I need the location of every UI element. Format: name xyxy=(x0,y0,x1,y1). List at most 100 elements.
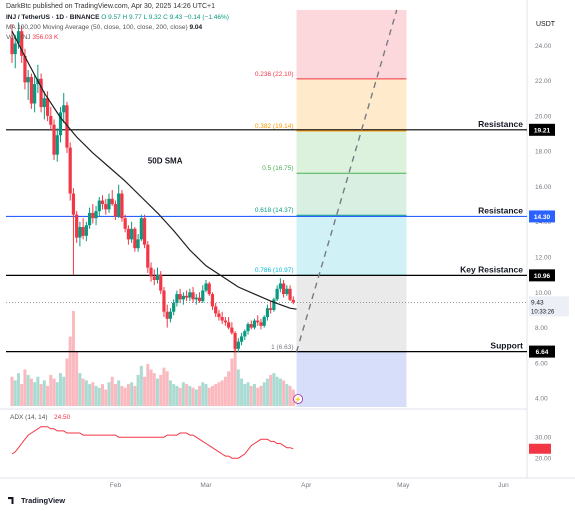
volume-bar xyxy=(178,387,182,406)
candle-body xyxy=(233,332,237,349)
volume-bar xyxy=(46,385,50,406)
key-level-tag-text: 10.96 xyxy=(534,273,551,280)
candle-body xyxy=(159,274,163,291)
candle-body xyxy=(188,292,192,298)
volume-bar xyxy=(123,387,127,406)
volume-bar xyxy=(13,380,17,406)
ma-label: MA 100,200 Moving Average (50, close, 10… xyxy=(6,24,188,31)
adx-value-tag xyxy=(529,443,551,454)
ma-value: 9.04 xyxy=(189,24,203,31)
flash-icon-glyph: ⚡ xyxy=(294,396,301,404)
volume-bar xyxy=(97,387,101,406)
volume-bar xyxy=(33,382,37,406)
volume-bar xyxy=(107,382,111,406)
key-level-tag-text: 19.21 xyxy=(534,127,551,134)
candle-body xyxy=(217,313,221,318)
key-level-label: Resistance xyxy=(478,119,523,129)
adx-value: 24.50 xyxy=(54,414,71,421)
fib-zone xyxy=(296,78,407,132)
x-tick-label: Feb xyxy=(110,482,122,489)
candle-body xyxy=(71,193,76,215)
y-tick-label: 16.00 xyxy=(535,184,552,191)
candle-body xyxy=(152,276,156,280)
vol-legend[interactable]: Vol · INJ 356.03 K xyxy=(6,34,58,41)
symbol-legend[interactable]: INJ / TetherUS · 1D · BINANCE O 9.57 H 9… xyxy=(6,14,229,21)
volume-bar xyxy=(84,380,88,406)
candle-body xyxy=(42,98,46,108)
projection-dashed-line xyxy=(295,9,398,352)
candle-body xyxy=(146,244,150,268)
volume-bar xyxy=(278,378,282,406)
volume-bar xyxy=(159,374,163,406)
candle-body xyxy=(210,294,215,307)
countdown-text: 10:33:26 xyxy=(531,309,555,315)
y-tick-label: 24.00 xyxy=(535,43,552,50)
volume-bar xyxy=(136,374,140,406)
volume-bar xyxy=(243,384,247,406)
volume-bar xyxy=(88,384,92,406)
volume-bar xyxy=(49,374,53,406)
candle-body xyxy=(123,218,127,229)
vol-value: 356.03 K xyxy=(32,34,59,41)
volume-bar xyxy=(288,385,292,406)
fib-zone xyxy=(296,215,407,276)
candle-body xyxy=(130,228,134,240)
candle-body xyxy=(246,324,250,332)
candle-body xyxy=(185,295,189,298)
fib-zone xyxy=(296,131,407,174)
sma-label: 50D SMA xyxy=(148,157,183,166)
volume-bar xyxy=(220,380,224,406)
candle-body xyxy=(88,212,92,226)
volume-bar xyxy=(120,385,124,406)
ma-legend[interactable]: MA 100,200 Moving Average (50, close, 10… xyxy=(6,24,202,31)
tradingview-logo[interactable]: TradingView xyxy=(8,496,65,505)
volume-bar xyxy=(36,376,40,406)
volume-bar xyxy=(162,367,166,406)
candle-body xyxy=(136,239,140,249)
volume-bar xyxy=(191,387,195,406)
volume-bar xyxy=(249,385,253,406)
fib-level-label: 0.618 (14.37) xyxy=(255,207,294,214)
candle-body xyxy=(275,288,279,300)
candle-body xyxy=(78,227,82,238)
candle-body xyxy=(91,212,95,219)
candle-body xyxy=(227,322,231,328)
candle-body xyxy=(100,200,105,205)
volume-bar xyxy=(126,384,130,406)
volume-bar xyxy=(78,373,82,406)
x-tick-label: Apr xyxy=(301,482,312,489)
volume-bar xyxy=(101,384,105,406)
last-price-tag xyxy=(529,296,569,317)
x-tick-label: Jun xyxy=(498,482,509,489)
candle-body xyxy=(204,283,208,291)
volume-bar xyxy=(68,336,72,406)
key-level-tag xyxy=(529,210,555,223)
candle-body xyxy=(139,218,143,240)
volume-bar xyxy=(185,384,189,406)
candle-body xyxy=(191,292,195,300)
key-level-label: Key Resistance xyxy=(460,264,523,274)
candle-body xyxy=(259,322,263,326)
candle-body xyxy=(97,200,101,212)
candle-body xyxy=(94,211,98,219)
volume-bar xyxy=(143,376,147,406)
volume-bar xyxy=(117,380,121,406)
volume-bar xyxy=(275,376,279,406)
volume-bar xyxy=(265,378,269,406)
volume-bar xyxy=(272,373,276,406)
fib-level-label: 0.5 (16.75) xyxy=(262,165,293,172)
key-level-tag xyxy=(529,269,555,282)
candle-body xyxy=(13,43,17,55)
fib-level-label: 0.382 (19.14) xyxy=(255,123,294,130)
volume-bar xyxy=(194,389,198,406)
candle-body xyxy=(16,31,21,44)
volume-bar xyxy=(133,385,137,406)
candle-body xyxy=(165,311,169,319)
volume-bar xyxy=(113,384,117,406)
candle-body xyxy=(168,311,173,319)
candle-body xyxy=(236,341,240,349)
candle-body xyxy=(107,198,111,210)
candle-body xyxy=(142,218,147,245)
volume-bar xyxy=(253,384,256,406)
